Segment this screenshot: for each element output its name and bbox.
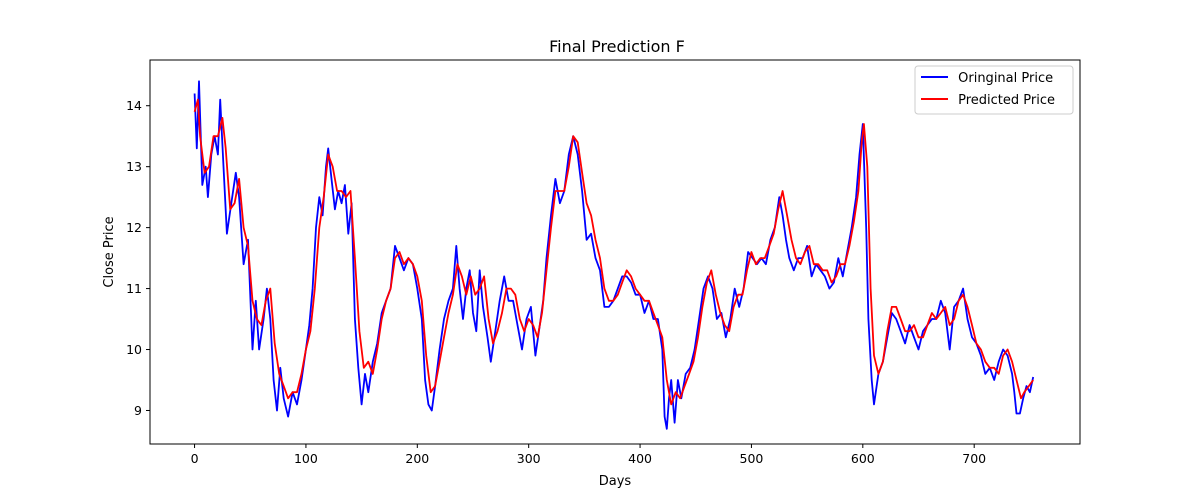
x-tick-label: 200 — [405, 451, 429, 466]
y-tick-label: 11 — [126, 281, 142, 296]
x-tick-label: 500 — [740, 451, 764, 466]
legend: Oringinal Price Predicted Price — [914, 65, 1074, 115]
y-tick-label: 10 — [126, 342, 142, 357]
x-tick-label: 700 — [962, 451, 986, 466]
x-tick-label: 400 — [628, 451, 652, 466]
y-axis: 9 10 11 12 13 14 — [126, 98, 150, 418]
legend-label-predicted: Predicted Price — [954, 93, 1055, 108]
plot-area — [193, 80, 1035, 430]
x-tick-label: 300 — [517, 451, 541, 466]
legend-box — [914, 65, 1074, 115]
x-axis-label: Days — [599, 474, 632, 489]
y-tick-label: 13 — [126, 159, 142, 174]
plot-frame — [149, 59, 1081, 445]
y-tick-label: 9 — [134, 403, 142, 418]
y-axis-label: Close Price — [102, 216, 117, 287]
y-tick-label: 14 — [126, 98, 142, 113]
x-axis: 0 100 200 300 400 500 600 700 — [191, 444, 986, 466]
y-tick-label: 12 — [126, 220, 142, 235]
chart-title: Final Prediction F — [549, 37, 685, 56]
series-line-predicted-price — [193, 98, 1034, 406]
legend-label-original: Oringinal Price — [954, 71, 1053, 86]
x-tick-label: 600 — [851, 451, 875, 466]
x-tick-label: 100 — [294, 451, 318, 466]
x-tick-label: 0 — [191, 451, 199, 466]
